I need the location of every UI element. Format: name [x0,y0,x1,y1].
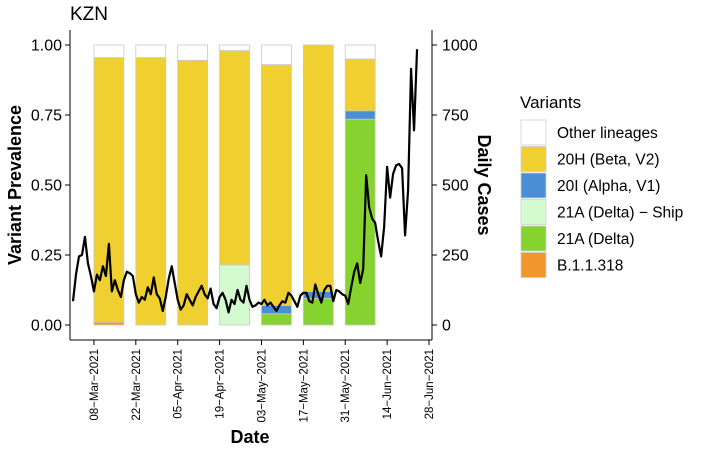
x-ticks: 08−Mar−2021 22−Mar−2021 05−Apr−2021 19−Apr−… [89,340,436,423]
bar-2-segment-other-lineages [135,44,167,59]
bar-6-segment-21a-delta [302,297,334,326]
y-tick-label: 0.50 [31,178,62,195]
legend: Variants Other lineages 20H (Beta, V2) 20I… [520,93,683,278]
x-tick-label: 22−Mar−2021 [131,349,143,421]
legend-label-other-lineages: Other lineages [557,125,658,142]
bar-5-segment-other-lineages [261,44,292,66]
right-ticks: 0 250 500 750 1000 [432,38,478,335]
bar-1-segment-20h-beta-v2 [93,57,125,323]
bar-5-segment-21a-delta [261,313,292,326]
bar-2-segment-20h-beta-v2 [135,57,167,326]
x-tick-label: 19−Apr−2021 [215,349,227,419]
bar-6-segment-20h-beta-v2 [302,44,334,292]
chart-title: KZN [70,4,108,25]
y-tick-label: 0.00 [31,318,62,335]
x-tick-label: 14−Jun−2021 [382,349,394,419]
legend-label-21a-delta: 21A (Delta) [557,231,635,248]
legend-swatch-20i-alpha-v1 [520,172,547,199]
cases-line-layer [71,49,419,314]
bar-3-segment-20h-beta-v2 [177,60,209,326]
x-tick-label: 28−Jun−2021 [424,349,436,419]
y2-tick-label: 500 [442,178,469,195]
x-tick-label: 17−May−2021 [298,349,310,423]
y-tick-label: 0.25 [31,248,62,265]
y2-tick-label: 250 [442,248,469,265]
bar-4-segment-other-lineages [219,44,250,51]
y-axis-title: Variant Prevalence [5,105,25,265]
bar-7-segment-other-lineages [344,44,376,60]
bar-4-segment-20h-beta-v2 [219,50,250,266]
x-tick-label: 31−May−2021 [340,349,352,423]
legend-swatch-b-1-1-318 [520,252,547,278]
legend-swatch-20h-beta-v2 [520,146,547,172]
left-ticks: 0.00 0.25 0.50 0.75 1.00 [31,38,70,335]
bar-3-segment-other-lineages [177,44,209,61]
y2-tick-label: 1000 [442,38,478,55]
legend-swatch-21a-delta [520,225,547,252]
legend-swatch-21a-delta-ship [520,199,547,225]
x-axis-title: Date [230,427,269,447]
bar-7-segment-20h-beta-v2 [344,58,376,112]
legend-swatch-other-lineages [520,119,547,146]
axes: 0.00 0.25 0.50 0.75 1.00 0 250 500 750 1000 08−M… [31,30,478,423]
x-tick-label: 05−Apr−2021 [173,349,185,419]
legend-label-20i-alpha-v1: 20I (Alpha, V1) [557,178,660,195]
legend-label-21a-delta-ship: 21A (Delta) − Ship [557,205,683,222]
y-tick-label: 0.75 [31,108,62,125]
bar-7-segment-20i-alpha-v1 [344,110,376,120]
legend-label-20h-beta-v2: 20H (Beta, V2) [557,152,660,169]
legend-title: Variants [520,93,581,112]
daily-cases-line [71,49,419,314]
bar-1-segment-other-lineages [93,44,125,59]
legend-label-b-1-1-318: B.1.1.318 [557,258,623,275]
y2-tick-label: 750 [442,108,469,125]
bars-layer [93,44,376,326]
bar-1-segment-b-1-1-318 [93,321,125,326]
y-tick-label: 1.00 [31,38,62,55]
x-tick-label: 08−Mar−2021 [89,349,101,421]
y2-axis-title: Daily Cases [474,134,494,235]
x-tick-label: 03−May−2021 [256,349,268,423]
bar-5-segment-20h-beta-v2 [261,64,292,306]
y2-tick-label: 0 [442,318,451,335]
